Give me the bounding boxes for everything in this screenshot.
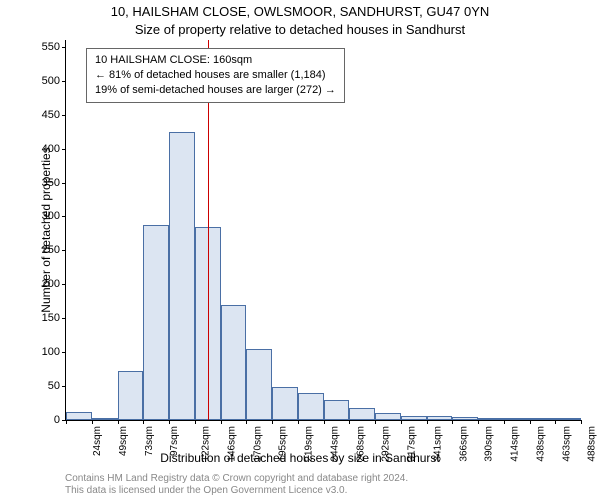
histogram-bar (118, 371, 144, 420)
histogram-bar (246, 349, 272, 420)
x-tick-label: 122sqm (201, 426, 212, 462)
x-tick-label: 219sqm (304, 426, 315, 462)
info-line-1: 10 HAILSHAM CLOSE: 160sqm (95, 53, 336, 68)
footer-line-1: Contains HM Land Registry data © Crown c… (65, 473, 408, 485)
footer: Contains HM Land Registry data © Crown c… (65, 473, 408, 497)
histogram-bar (324, 400, 350, 420)
y-tick-label: 300 (30, 210, 60, 222)
histogram-bar (298, 393, 324, 420)
x-tick-label: 366sqm (458, 426, 469, 462)
x-tick-label: 463sqm (561, 426, 572, 462)
y-tick-label: 150 (30, 312, 60, 324)
x-tick-label: 170sqm (252, 426, 263, 462)
y-tick-label: 200 (30, 278, 60, 290)
histogram-bar (427, 416, 453, 420)
histogram-bar (349, 408, 375, 420)
y-tick-label: 400 (30, 143, 60, 155)
x-tick-label: 268sqm (355, 426, 366, 462)
histogram-bar (401, 416, 427, 420)
histogram-chart: Number of detached properties 10 HAILSHA… (65, 40, 581, 421)
histogram-bar (555, 418, 581, 420)
histogram-bar (66, 412, 92, 420)
histogram-bar (375, 413, 401, 420)
y-tick-label: 250 (30, 244, 60, 256)
title-address: 10, HAILSHAM CLOSE, OWLSMOOR, SANDHURST,… (0, 4, 600, 19)
y-tick-label: 500 (30, 75, 60, 87)
footer-line-2: This data is licensed under the Open Gov… (65, 485, 408, 497)
x-tick-label: 24sqm (92, 426, 103, 456)
x-tick-label: 414sqm (510, 426, 521, 462)
title-subtitle: Size of property relative to detached ho… (0, 22, 600, 37)
x-tick-label: 244sqm (329, 426, 340, 462)
y-tick-label: 450 (30, 109, 60, 121)
histogram-bar (272, 387, 298, 420)
y-tick-label: 550 (30, 41, 60, 53)
histogram-bar (169, 132, 195, 420)
histogram-bar (221, 305, 247, 420)
histogram-bar (478, 418, 504, 420)
histogram-bar (452, 417, 478, 420)
y-tick-label: 350 (30, 177, 60, 189)
histogram-bar (92, 418, 118, 420)
x-tick-label: 73sqm (144, 426, 155, 456)
y-tick-label: 100 (30, 346, 60, 358)
info-line-2: ← 81% of detached houses are smaller (1,… (95, 68, 336, 83)
y-tick-label: 50 (30, 380, 60, 392)
x-tick-label: 146sqm (226, 426, 237, 462)
x-tick-label: 195sqm (278, 426, 289, 462)
info-box: 10 HAILSHAM CLOSE: 160sqm ← 81% of detac… (86, 48, 345, 103)
histogram-bar (530, 418, 556, 420)
histogram-bar (143, 225, 169, 420)
y-tick-label: 0 (30, 414, 60, 426)
x-tick-label: 292sqm (381, 426, 392, 462)
x-tick-label: 49sqm (118, 426, 129, 456)
x-tick-label: 438sqm (535, 426, 546, 462)
x-tick-label: 97sqm (169, 426, 180, 456)
histogram-bar (504, 418, 530, 420)
x-tick-label: 317sqm (407, 426, 418, 462)
info-line-3: 19% of semi-detached houses are larger (… (95, 83, 336, 98)
x-tick-label: 488sqm (587, 426, 598, 462)
x-tick-label: 390sqm (484, 426, 495, 462)
x-tick-label: 341sqm (432, 426, 443, 462)
